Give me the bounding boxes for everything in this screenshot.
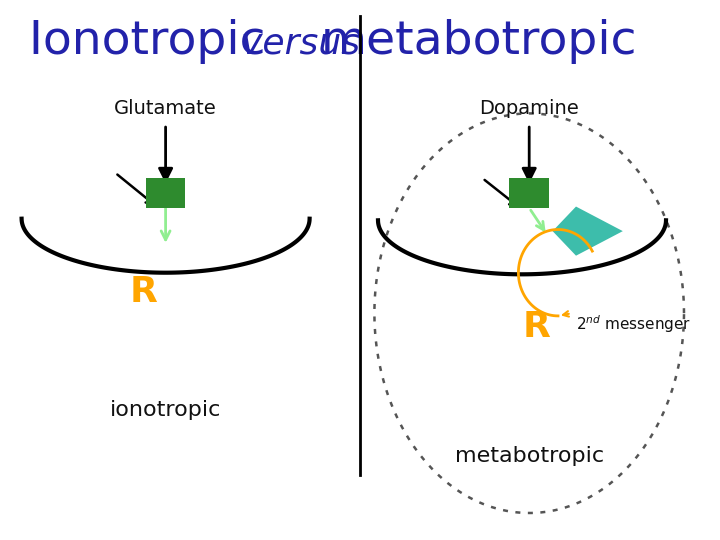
Polygon shape: [553, 206, 623, 255]
Text: metabotropic: metabotropic: [454, 446, 604, 467]
Text: Dopamine: Dopamine: [480, 98, 579, 118]
Text: Ionotropic: Ionotropic: [29, 19, 280, 64]
Text: ionotropic: ionotropic: [110, 400, 221, 421]
Text: R: R: [523, 310, 550, 343]
Text: Glutamate: Glutamate: [114, 98, 217, 118]
Bar: [145, 178, 186, 208]
Text: metabotropic: metabotropic: [320, 19, 637, 64]
Text: R: R: [130, 275, 158, 308]
Text: 2$^{nd}$ messenger: 2$^{nd}$ messenger: [576, 313, 691, 335]
Bar: [510, 178, 549, 208]
Text: versus: versus: [241, 27, 372, 61]
